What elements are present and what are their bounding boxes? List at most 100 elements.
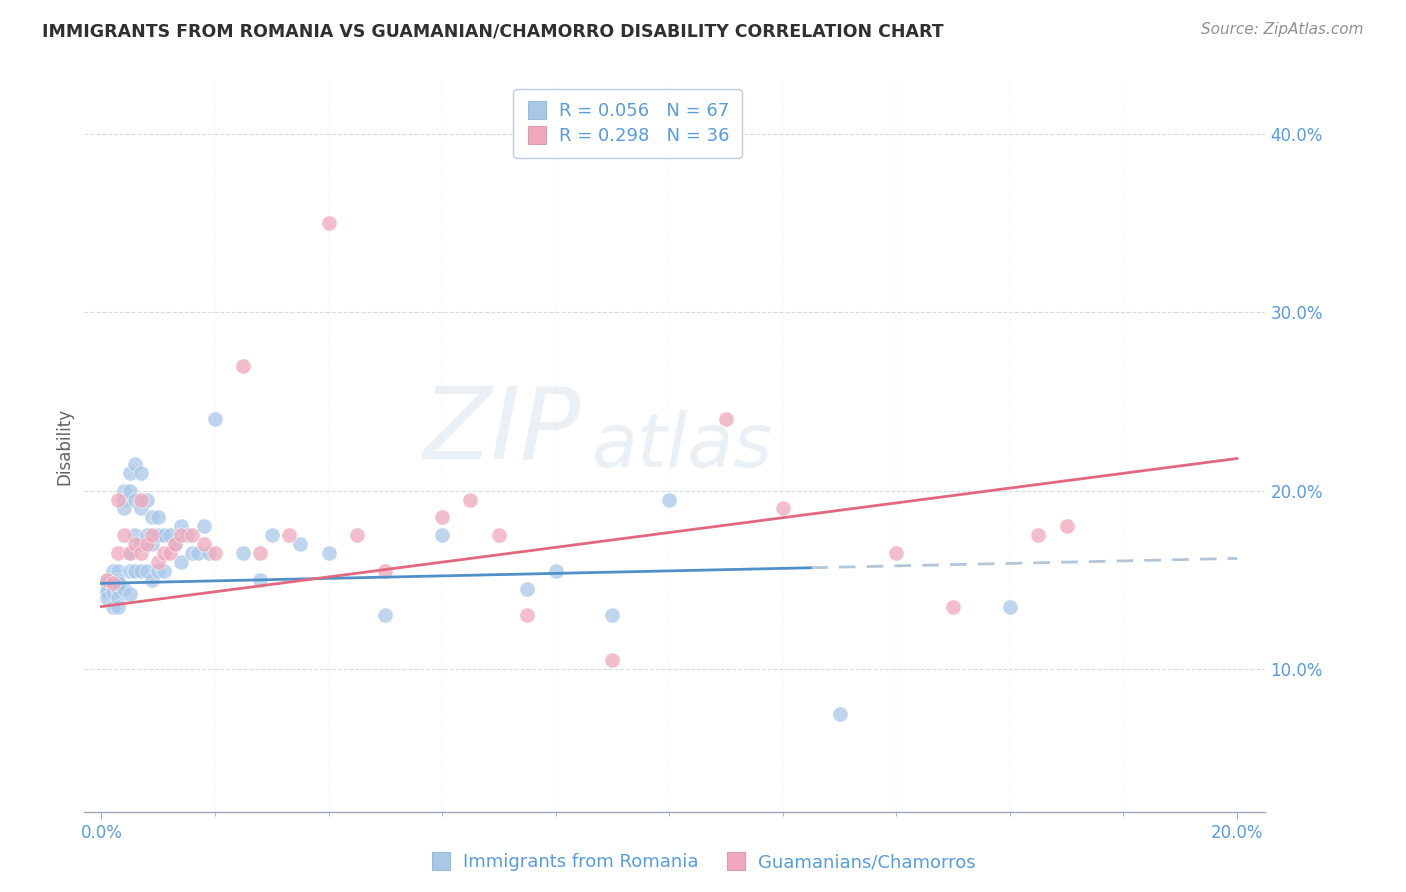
Point: [118, 564, 141, 578]
Point: [101, 585, 124, 599]
Point: [249, 546, 271, 560]
Point: [828, 706, 851, 721]
Point: [96, 573, 118, 587]
Point: [318, 546, 340, 560]
Point: [488, 528, 510, 542]
Point: [141, 573, 163, 587]
Point: [249, 573, 271, 587]
Point: [430, 510, 453, 524]
Point: [187, 546, 209, 560]
Point: [124, 537, 146, 551]
Point: [129, 492, 152, 507]
Point: [148, 528, 170, 542]
Point: [112, 528, 135, 542]
Point: [544, 564, 567, 578]
Point: [101, 576, 124, 591]
Point: [107, 546, 129, 560]
Point: [135, 492, 157, 507]
Point: [374, 564, 396, 578]
Point: [96, 582, 118, 596]
Point: [141, 528, 163, 542]
Point: [193, 519, 215, 533]
Point: [153, 528, 176, 542]
Point: [107, 492, 129, 507]
Point: [232, 546, 254, 560]
Point: [165, 537, 187, 551]
Text: ZIP: ZIP: [422, 383, 581, 480]
Y-axis label: Disability: Disability: [55, 408, 73, 484]
Point: [602, 608, 624, 623]
Point: [460, 492, 482, 507]
Point: [148, 510, 170, 524]
Point: [129, 564, 152, 578]
Point: [118, 587, 141, 601]
Point: [170, 528, 193, 542]
Point: [148, 564, 170, 578]
Text: Source: ZipAtlas.com: Source: ZipAtlas.com: [1201, 22, 1364, 37]
Point: [886, 546, 908, 560]
Point: [942, 599, 965, 614]
Point: [1026, 528, 1049, 542]
Point: [107, 599, 129, 614]
Point: [204, 412, 226, 426]
Point: [112, 483, 135, 498]
Point: [107, 576, 129, 591]
Point: [124, 528, 146, 542]
Point: [602, 653, 624, 667]
Point: [101, 573, 124, 587]
Point: [516, 608, 538, 623]
Legend: R = 0.056   N = 67, R = 0.298   N = 36: R = 0.056 N = 67, R = 0.298 N = 36: [513, 89, 742, 158]
Point: [232, 359, 254, 373]
Point: [204, 546, 226, 560]
Point: [129, 546, 152, 560]
Point: [107, 564, 129, 578]
Point: [101, 564, 124, 578]
Point: [658, 492, 681, 507]
Point: [129, 537, 152, 551]
Point: [135, 528, 157, 542]
Point: [107, 591, 129, 605]
Point: [96, 573, 118, 587]
Point: [96, 591, 118, 605]
Text: atlas: atlas: [592, 410, 773, 482]
Point: [107, 582, 129, 596]
Point: [181, 546, 204, 560]
Point: [170, 519, 193, 533]
Text: IMMIGRANTS FROM ROMANIA VS GUAMANIAN/CHAMORRO DISABILITY CORRELATION CHART: IMMIGRANTS FROM ROMANIA VS GUAMANIAN/CHA…: [42, 22, 943, 40]
Point: [112, 492, 135, 507]
Point: [176, 528, 198, 542]
Point: [141, 537, 163, 551]
Point: [159, 528, 181, 542]
Point: [153, 546, 176, 560]
Point: [96, 585, 118, 599]
Point: [112, 582, 135, 596]
Point: [318, 216, 340, 230]
Point: [374, 608, 396, 623]
Point: [135, 564, 157, 578]
Point: [124, 564, 146, 578]
Point: [165, 537, 187, 551]
Point: [101, 576, 124, 591]
Point: [277, 528, 299, 542]
Point: [129, 466, 152, 480]
Point: [198, 546, 221, 560]
Point: [96, 576, 118, 591]
Point: [107, 573, 129, 587]
Point: [1056, 519, 1078, 533]
Point: [124, 492, 146, 507]
Point: [288, 537, 311, 551]
Point: [516, 582, 538, 596]
Point: [346, 528, 368, 542]
Point: [998, 599, 1021, 614]
Point: [118, 483, 141, 498]
Legend: Immigrants from Romania, Guamanians/Chamorros: Immigrants from Romania, Guamanians/Cham…: [423, 847, 983, 879]
Point: [112, 501, 135, 516]
Point: [129, 501, 152, 516]
Point: [135, 537, 157, 551]
Point: [148, 555, 170, 569]
Point: [159, 546, 181, 560]
Point: [101, 599, 124, 614]
Point: [193, 537, 215, 551]
Point: [170, 555, 193, 569]
Point: [430, 528, 453, 542]
